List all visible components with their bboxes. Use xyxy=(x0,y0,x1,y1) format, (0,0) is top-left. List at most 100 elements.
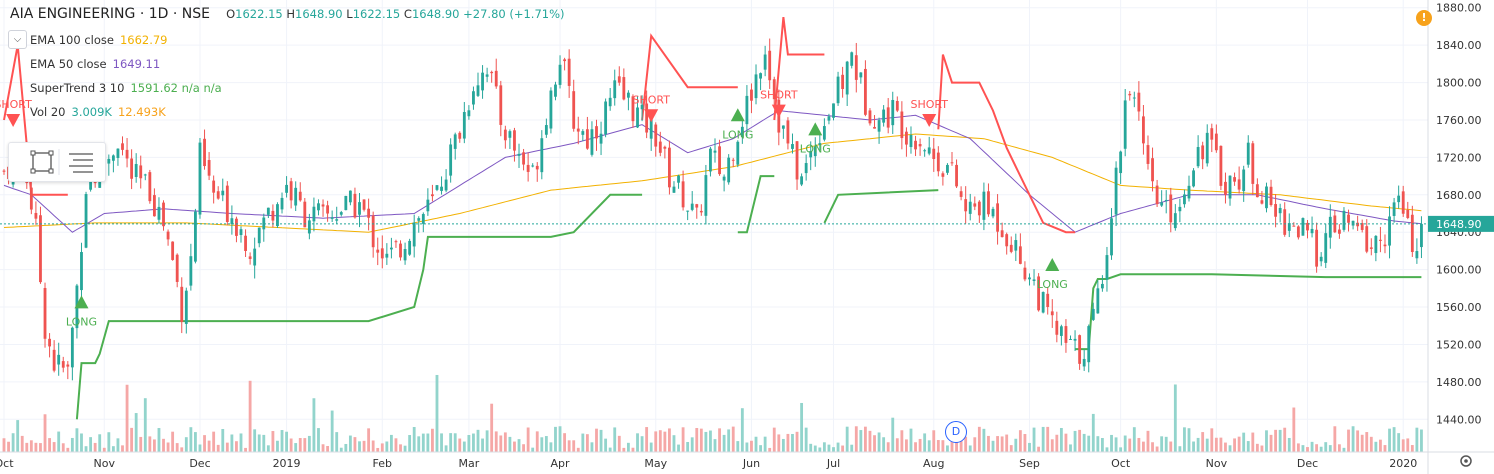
volume-bar xyxy=(239,433,243,452)
candle-body xyxy=(1360,223,1364,230)
volume-bar xyxy=(257,434,261,452)
volume-bar xyxy=(955,441,958,452)
candle-body xyxy=(207,160,211,176)
candle-body xyxy=(1392,202,1396,216)
volume-bar xyxy=(987,435,990,452)
volume-bar xyxy=(16,420,20,452)
candle-body xyxy=(212,180,216,193)
rectangle-select-icon[interactable] xyxy=(30,150,54,174)
volume-bar xyxy=(672,435,676,452)
candle-body xyxy=(809,151,813,158)
candle-body xyxy=(1301,218,1305,236)
volume-bar xyxy=(20,435,24,452)
volume-bar xyxy=(358,441,361,452)
candle-body xyxy=(89,179,93,190)
volume-bar xyxy=(189,427,193,452)
volume-bar xyxy=(544,436,548,452)
candle-body xyxy=(863,68,867,115)
volume-bar xyxy=(1233,438,1236,452)
x-tick-label: 2019 xyxy=(273,457,301,470)
candle-body xyxy=(845,61,849,95)
candle-body xyxy=(718,146,721,175)
candle-body xyxy=(745,95,749,125)
candle-body xyxy=(859,72,863,78)
candle-body xyxy=(1347,214,1350,223)
chart-grid xyxy=(0,0,1428,452)
candle-body xyxy=(189,256,193,286)
candle-body xyxy=(736,141,740,165)
volume-bar xyxy=(1073,430,1077,452)
candle-body xyxy=(722,176,726,181)
candle-body xyxy=(982,191,986,220)
volume-bar xyxy=(230,434,234,452)
volume-bar xyxy=(225,442,229,452)
candle-body xyxy=(786,120,790,144)
volume-bar xyxy=(7,441,10,452)
volume-bar xyxy=(148,436,152,452)
candle-body xyxy=(595,126,598,139)
candle-body xyxy=(499,85,503,125)
volume-bar xyxy=(66,447,70,452)
candle-body xyxy=(1078,335,1082,364)
volume-bar xyxy=(93,442,97,452)
volume-bar xyxy=(285,431,288,452)
volume-bar xyxy=(248,380,252,452)
indicator-ema50[interactable]: EMA 50 close 1649.11 xyxy=(30,57,161,71)
volume-bar xyxy=(1406,438,1410,452)
candle-body xyxy=(1388,216,1391,246)
settings-gear-icon[interactable] xyxy=(1460,455,1472,467)
volume-bar xyxy=(845,426,849,452)
alert-icon[interactable]: ! xyxy=(1416,10,1432,26)
volume-bar xyxy=(1032,427,1036,452)
volume-bar xyxy=(271,431,275,452)
long-signal-label: LONG xyxy=(66,315,97,328)
volume-bar xyxy=(1255,443,1259,452)
candle-body xyxy=(449,144,453,176)
volume-bar xyxy=(303,438,307,452)
candle-body xyxy=(1100,283,1104,289)
volume-bar xyxy=(549,442,553,452)
candle-body xyxy=(968,201,972,214)
ema100-path xyxy=(3,133,1422,233)
long-signal-arrow xyxy=(730,108,745,122)
supertrend-up-segment xyxy=(823,189,939,224)
volume-bar xyxy=(485,430,489,452)
volume-bar xyxy=(996,436,999,452)
candle-body xyxy=(1401,191,1405,214)
candle-body xyxy=(617,76,621,83)
y-tick-label: 1440.00 xyxy=(1436,413,1482,426)
volume-bar xyxy=(403,445,407,452)
volume-bar xyxy=(836,442,840,452)
volume-bar xyxy=(421,433,425,452)
candle-body xyxy=(1356,222,1360,227)
volume-bar xyxy=(1137,437,1141,452)
time-axis[interactable]: Oct Nov Dec 2019 Feb Mar Apr May Jun Jul Aug Sep Oct… xyxy=(0,451,1494,470)
volume-bar xyxy=(626,442,630,452)
candle-body xyxy=(991,208,995,217)
volume-bar xyxy=(1028,442,1031,452)
candle-body xyxy=(1397,195,1401,203)
candle-body xyxy=(216,191,220,199)
candle-body xyxy=(367,208,371,218)
candle-body xyxy=(403,249,407,261)
candle-body xyxy=(1219,145,1223,186)
volume-bar xyxy=(654,431,658,452)
volume-bar xyxy=(1055,434,1059,452)
indicator-ema100[interactable]: EMA 100 close 1662.79 xyxy=(30,33,168,47)
candle-body xyxy=(1028,277,1031,280)
collapse-indicators-button[interactable]: ⌵ xyxy=(8,30,27,49)
dividend-icon[interactable]: D xyxy=(945,421,967,443)
indicator-supertrend[interactable]: SuperTrend 3 10 1591.62 n/a n/a xyxy=(30,81,222,95)
candle-body xyxy=(285,184,288,193)
candle-body xyxy=(1037,276,1041,311)
menu-lines-icon[interactable] xyxy=(69,153,93,173)
candle-body xyxy=(841,74,845,90)
candle-body xyxy=(444,179,448,191)
volume-bar xyxy=(57,431,61,452)
candle-body xyxy=(690,203,694,210)
indicator-volume[interactable]: Vol 20 3.009K 12.493K xyxy=(30,105,166,119)
volume-bar xyxy=(841,445,845,452)
volume-bar xyxy=(98,434,102,452)
